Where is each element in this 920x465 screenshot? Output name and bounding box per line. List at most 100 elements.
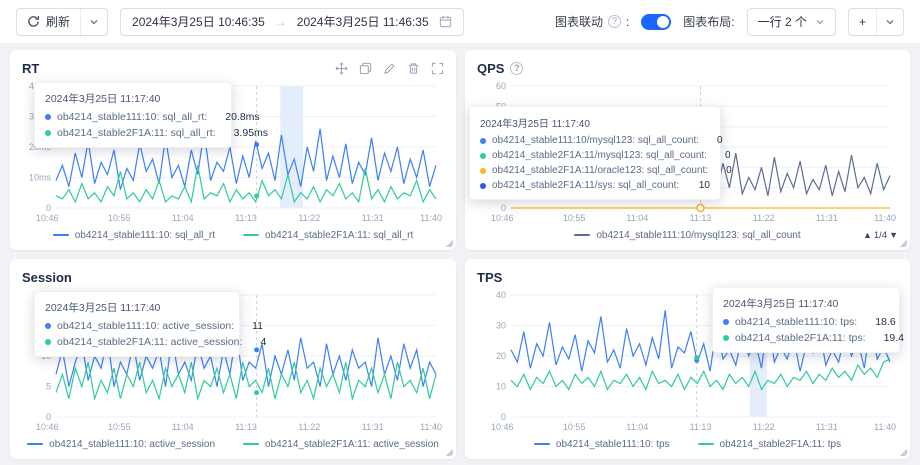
tooltip-value: 0 (717, 135, 723, 146)
tooltip-label: ob4214_stable2F1A:11/oracle123: sql_all_… (492, 165, 709, 176)
svg-text:10:55: 10:55 (108, 422, 131, 432)
tooltip-row: ob4214_stable2F1A:11/mysql123: sql_all_c… (480, 150, 731, 161)
pager-text: 1/4 (873, 229, 888, 241)
panel-session-title: Session (22, 269, 72, 285)
svg-text:60: 60 (496, 81, 506, 91)
qps-help-icon[interactable]: ? (510, 61, 524, 75)
qps-tooltip: 2024年3月25日 11:17:40 ob4214_stable111:10/m… (469, 106, 732, 200)
panel-tps: TPS 40 30 20 10 0 10:46 10:55 11:04 11:13 11:22 11… (465, 259, 910, 459)
chart-layout-value: 一行 2 个 (757, 15, 807, 29)
resize-handle[interactable] (445, 239, 453, 247)
legend-item[interactable]: ob4214_stable2F1A:11: active_session (243, 439, 439, 450)
add-chart-button-group: + (847, 7, 904, 36)
svg-text:10:55: 10:55 (108, 213, 131, 223)
top-toolbar: 刷新 2024年3月25日 10:46:35 → 2024年3月25日 11:4… (0, 0, 920, 44)
charts-grid: RT 40ms30ms20ms10ms010:4610:5511:0411:13… (0, 44, 920, 465)
copy-icon[interactable] (359, 62, 372, 75)
chevron-down-icon (885, 17, 895, 27)
series-dot (45, 114, 51, 120)
series-dot (45, 339, 51, 345)
tooltip-row: ob4214_stable2F1A:11: sql_all_rt: 3.95ms (45, 127, 268, 139)
tooltip-value: 0 (726, 165, 732, 176)
tooltip-label: ob4214_stable111:10: tps: (735, 316, 858, 328)
colon: : (625, 14, 630, 29)
tooltip-value: 10 (698, 180, 710, 191)
svg-text:11:31: 11:31 (362, 422, 384, 432)
panel-qps-header: QPS ? (477, 58, 898, 78)
legend-label: ob4214_stable2F1A:11: sql_all_rt (265, 229, 414, 241)
svg-text:0: 0 (501, 203, 506, 213)
legend-label: ob4214_stable111:10: sql_all_rt (74, 229, 216, 241)
add-chart-button[interactable]: + (849, 9, 876, 35)
pager-down-icon[interactable]: ▼ (889, 230, 898, 240)
tooltip-row: ob4214_stable2F1A:11: active_session: 4 (45, 336, 266, 348)
chart-linkage-toggle[interactable] (641, 13, 672, 30)
svg-text:11:04: 11:04 (172, 213, 194, 223)
tps-tooltip: 2024年3月25日 11:17:40 ob4214_stable111:10: … (712, 287, 904, 353)
chart-layout-label: 图表布局: (683, 15, 735, 29)
legend-item[interactable]: ob4214_stable2F1A:11: sql_all_rt (243, 230, 413, 241)
resize-handle[interactable] (899, 448, 907, 456)
panel-rt-actions (335, 62, 444, 75)
tooltip-value: 18.6 (875, 316, 896, 328)
panel-qps-title-text: QPS (477, 60, 505, 76)
legend-item[interactable]: ob4214_stable111:10/mysql123: sql_all_co… (574, 229, 801, 241)
refresh-dropdown-button[interactable] (80, 8, 107, 35)
svg-text:11:13: 11:13 (690, 213, 712, 223)
fullscreen-icon[interactable] (431, 62, 444, 75)
panel-tps-title: TPS (477, 269, 503, 285)
move-icon[interactable] (335, 62, 348, 75)
tooltip-label: ob4214_stable111:10/mysql123: sql_all_co… (492, 135, 700, 146)
tps-legend: ob4214_stable111:10: tps ob4214_stable2F1… (477, 433, 898, 455)
delete-icon[interactable] (407, 62, 420, 75)
svg-text:10:55: 10:55 (563, 213, 586, 223)
panel-session-header: Session (22, 267, 444, 287)
chevron-down-icon (89, 17, 99, 27)
legend-pager: ▲ 1/4 ▼ (863, 230, 898, 241)
resize-handle[interactable] (445, 448, 453, 456)
legend-item[interactable]: ob4214_stable111:10: sql_all_rt (52, 229, 216, 241)
resize-handle[interactable] (899, 239, 907, 247)
rt-tooltip: 2024年3月25日 11:17:40 ob4214_stable111:10: … (34, 82, 268, 148)
legend-item[interactable]: ob4214_stable111:10: active_session (27, 439, 215, 450)
svg-text:0: 0 (501, 412, 506, 422)
tooltip-time: 2024年3月25日 11:17:40 (723, 298, 839, 310)
series-color-line (533, 443, 550, 445)
session-tooltip: 2024年3月25日 11:17:40 ob4214_stable111:10: … (34, 291, 266, 357)
series-dot (723, 335, 729, 341)
tooltip-row: ob4214_stable111:10: active_session: 11 (45, 320, 263, 332)
tooltip-time: 2024年3月25日 11:17:40 (480, 119, 590, 130)
legend-item[interactable]: ob4214_stable2F1A:11: tps (697, 439, 841, 450)
edit-icon[interactable] (383, 62, 396, 75)
svg-text:5: 5 (46, 382, 51, 392)
add-chart-dropdown-button[interactable] (876, 8, 903, 35)
tooltip-value: 0 (724, 150, 731, 161)
tooltip-value: 20.8ms (225, 111, 260, 123)
refresh-button[interactable]: 刷新 (17, 9, 80, 35)
tooltip-row: ob4214_stable2F1A:11: tps: 19.4 (723, 332, 904, 344)
tooltip-row: ob4214_stable111:10/mysql123: sql_all_co… (480, 135, 723, 146)
series-dot (480, 152, 486, 159)
pager-up-icon[interactable]: ▲ (862, 230, 872, 240)
chart-linkage-help-icon[interactable]: ? (607, 15, 621, 28)
svg-text:11:40: 11:40 (874, 213, 896, 223)
chart-layout-select[interactable]: 一行 2 个 (746, 7, 836, 36)
legend-item[interactable]: ob4214_stable111:10: tps (533, 439, 670, 450)
calendar-icon (439, 15, 452, 28)
series-dot (723, 319, 729, 325)
range-start-value: 2024年3月25日 10:46:35 (132, 15, 265, 29)
svg-text:11:31: 11:31 (362, 213, 384, 223)
svg-text:10ms: 10ms (29, 173, 52, 183)
qps-legend: ob4214_stable111:10/mysql123: sql_all_co… (477, 224, 898, 246)
series-color-line (243, 234, 260, 236)
tooltip-value: 3.95ms (233, 127, 269, 139)
svg-text:10:46: 10:46 (491, 213, 514, 223)
time-range-picker[interactable]: 2024年3月25日 10:46:35 → 2024年3月25日 11:46:3… (120, 7, 464, 36)
tooltip-label: ob4214_stable2F1A:11/sys: sql_all_count: (492, 180, 680, 191)
chart-linkage-label: 图表联动 (554, 15, 603, 29)
panel-tps-header: TPS (477, 267, 898, 287)
svg-text:11:31: 11:31 (816, 422, 838, 432)
legend-label: ob4214_stable111:10/mysql123: sql_all_co… (596, 229, 801, 241)
svg-text:11:04: 11:04 (626, 422, 648, 432)
svg-text:0: 0 (46, 412, 51, 422)
